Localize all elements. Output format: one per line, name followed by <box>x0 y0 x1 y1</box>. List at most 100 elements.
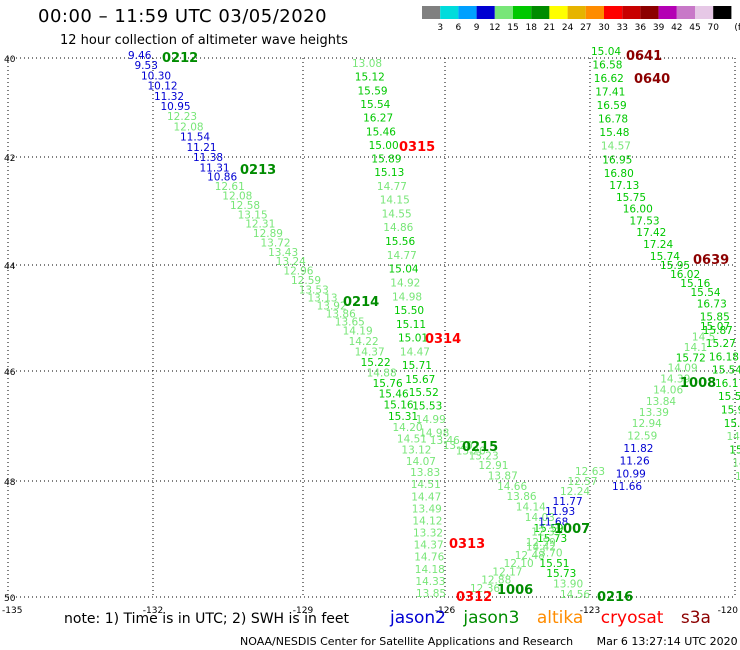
swh-value: 15.04 <box>389 264 419 276</box>
swh-value: 16.18 <box>709 351 739 363</box>
swh-value: 13.08 <box>352 58 382 70</box>
legend-swatch <box>695 6 714 19</box>
swh-value: 12.08 <box>222 191 252 203</box>
legend-tick-label: 24 <box>562 23 574 33</box>
swh-value: 15.16 <box>680 278 710 290</box>
footnote: note: 1) Time is in UTC; 2) SWH is in fe… <box>64 611 350 627</box>
swh-value: 12.48 <box>515 550 545 562</box>
swh-value: 12.94 <box>632 418 662 430</box>
swh-value: 11.82 <box>623 443 653 455</box>
swh-value: 12.96 <box>283 266 313 278</box>
swh-value: 13.87 <box>488 471 518 483</box>
legend-swatch <box>640 6 659 19</box>
swh-value: 13.39 <box>639 407 669 419</box>
swh-value: 10.86 <box>207 172 237 184</box>
swh-value: 12.63 <box>575 466 605 478</box>
swh-value: 15.72 <box>676 352 706 364</box>
swh-value: 12.10 <box>504 558 534 570</box>
swh-value: 15.52 <box>409 387 439 399</box>
swh-value: 14.66 <box>497 481 527 493</box>
swh-value: 15.04 <box>591 46 621 58</box>
swh-value: 13.86 <box>326 309 356 321</box>
swh-value: 10.30 <box>141 70 171 82</box>
swh-value: 14.47 <box>411 491 441 503</box>
legend-tick-label: 45 <box>689 23 700 33</box>
legend-swatch <box>604 6 623 19</box>
swh-value: 14.51 <box>411 479 441 491</box>
pass-time-1007: 1007 <box>554 522 590 537</box>
swh-value: 14.77 <box>387 250 417 262</box>
swh-value: 14.86 <box>383 222 413 234</box>
pass-time-0214: 0214 <box>343 295 379 310</box>
swh-value: 14.0 <box>735 471 740 483</box>
credits-center: NOAA/NESDIS Center for Satellite Applica… <box>240 635 574 648</box>
swh-value: 16.17 <box>715 378 740 390</box>
legend-tick-label: 42 <box>671 23 682 33</box>
pass-time-0212: 0212 <box>162 51 198 66</box>
swh-value: 12.59 <box>526 537 556 549</box>
swh-value: 14.88 <box>367 368 397 380</box>
swh-value: 15.59 <box>358 85 388 97</box>
swh-value: 15.77 <box>729 444 740 456</box>
legend-tick-label: 18 <box>525 23 537 33</box>
credits-footer: NOAA/NESDIS Center for Satellite Applica… <box>240 635 738 648</box>
credits-timestamp: Mar 6 13:27:14 UTC 2020 <box>596 635 738 648</box>
swh-value: 12.61 <box>215 181 245 193</box>
swh-value: 12.08 <box>174 121 204 133</box>
swh-value: 16.27 <box>363 113 393 125</box>
swh-value: 13.53 <box>299 284 329 296</box>
swh-value: 15.71 <box>402 360 432 372</box>
swh-value: 14.39 <box>660 374 690 386</box>
swh-value: 9.53 <box>135 60 158 72</box>
swh-value: 15.67 <box>405 374 435 386</box>
swh-value: 16.78 <box>598 114 628 126</box>
swh-value: 12.58 <box>230 200 260 212</box>
swh-value: 13.43 <box>268 247 298 259</box>
swh-value: 16.95 <box>602 154 632 166</box>
pass-time-0313: 0313 <box>449 537 485 552</box>
lon-tick-label: -135 <box>2 606 22 616</box>
swh-value: 15.56 <box>385 236 415 248</box>
lat-tick-label: 50 <box>4 594 16 604</box>
swh-value: 11.66 <box>612 481 642 493</box>
sat-altika: altika <box>536 608 584 628</box>
lon-tick-label: -129 <box>293 606 314 616</box>
swh-value: 15.55 <box>718 391 740 403</box>
swh-value: 16.62 <box>594 73 624 85</box>
swh-value: 14.3 <box>732 458 740 470</box>
legend-tick-label: 33 <box>616 23 627 33</box>
swh-value: 14.22 <box>349 336 379 348</box>
swh-value: 15.46 <box>379 389 409 401</box>
legend-tick-label: 39 <box>653 23 665 33</box>
pass-time-0213: 0213 <box>240 163 276 178</box>
sat-jason2: jason2 <box>390 608 446 628</box>
swh-value: 15.51 <box>539 558 569 570</box>
pass-time-0641: 0641 <box>626 49 662 64</box>
swh-value: 12.31 <box>245 219 275 231</box>
swh-value: 14.76 <box>414 552 444 564</box>
legend-unit: (ft) <box>734 23 740 33</box>
lon-tick-label: -126 <box>435 606 456 616</box>
swh-value: 12.23 <box>167 111 197 123</box>
swh-value: 13.32 <box>413 528 443 540</box>
lat-tick-label: 46 <box>4 368 16 378</box>
swh-value: 13.20 <box>456 445 486 457</box>
legend-swatch <box>476 6 495 19</box>
swh-value: 12.24 <box>560 486 590 498</box>
swh-value: 14.98 <box>419 428 449 440</box>
legend-tick-label: 27 <box>580 23 591 33</box>
swh-value: 16.59 <box>597 100 627 112</box>
swh-value: 10.12 <box>148 81 178 93</box>
swh-value: 12.59 <box>627 430 657 442</box>
lon-tick-label: -132 <box>143 606 163 616</box>
swh-value: 14.56 <box>560 589 590 601</box>
legend-tick-label: 21 <box>544 23 555 33</box>
swh-value: 15.59 <box>534 523 564 535</box>
lat-tick-label: 40 <box>4 55 16 65</box>
swh-value: 13.20 <box>443 440 473 452</box>
altimeter-tracks: 9.469.5310.3010.1211.3210.9512.2312.0811… <box>128 46 740 601</box>
swh-value: 16.80 <box>604 168 634 180</box>
swh-value: 15.54 <box>691 287 721 299</box>
legend-swatch <box>549 6 568 19</box>
